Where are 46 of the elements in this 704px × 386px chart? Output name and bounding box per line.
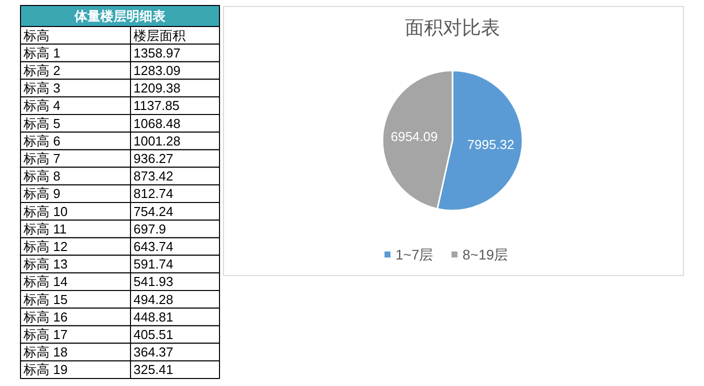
category-label: 标高 4 <box>22 98 60 114</box>
category-label: 标高 10 <box>22 204 68 219</box>
category-label: 标高 16 <box>22 309 68 324</box>
category-label: 标高 2 <box>22 63 60 78</box>
text: 楼层面积 <box>134 28 186 43</box>
text: 体量楼层明细表 <box>74 8 166 24</box>
category-label: 标高 6 <box>22 133 60 148</box>
data-label: 591.74 <box>134 256 174 272</box>
data-label: 405.51 <box>134 327 174 342</box>
data-label: 7995.32 <box>467 137 514 152</box>
data-label: 754.24 <box>134 204 174 219</box>
data-label: 448.81 <box>134 309 174 324</box>
category-label: 标高 5 <box>22 116 60 131</box>
data-label: 494.28 <box>134 292 174 307</box>
category-label: 标高 1 <box>22 45 60 60</box>
data-label: 1068.48 <box>134 116 180 131</box>
category-label: 标高 8 <box>22 168 60 184</box>
data-label: 1283.09 <box>134 63 180 78</box>
chart-title: 面积对比表 <box>405 18 500 39</box>
data-label: 643.74 <box>134 239 174 254</box>
data-label: 1358.97 <box>134 45 180 60</box>
text: 标高 <box>22 28 50 43</box>
data-label: 936.27 <box>134 151 174 166</box>
data-label: 873.42 <box>134 168 174 184</box>
data-label: 541.93 <box>134 274 174 290</box>
category-label: 标高 14 <box>22 274 68 290</box>
data-label: 812.74 <box>134 186 174 202</box>
category-label: 标高 13 <box>22 256 68 272</box>
data-label: 697.9 <box>134 221 166 236</box>
data-label: 1209.38 <box>134 80 180 96</box>
data-label: 364.37 <box>134 344 174 360</box>
data-label: 325.41 <box>134 362 174 378</box>
category-label: 标高 19 <box>22 362 68 378</box>
data-label: 6954.09 <box>390 128 438 144</box>
category-label: 标高 18 <box>22 344 68 360</box>
category-label: 标高 15 <box>22 292 68 307</box>
category-label: 标高 12 <box>22 239 68 254</box>
data-label: 1001.28 <box>134 133 180 148</box>
category-label: 标高 9 <box>22 186 60 202</box>
data-label: 1137.85 <box>134 98 180 114</box>
category-label: 标高 3 <box>22 80 60 96</box>
category-label: 标高 17 <box>22 327 68 342</box>
legend-label: 8~19层 <box>462 246 508 262</box>
legend-label: 1~7层 <box>396 246 434 262</box>
category-label: 标高 7 <box>22 151 60 166</box>
category-label: 标高 11 <box>22 221 67 236</box>
